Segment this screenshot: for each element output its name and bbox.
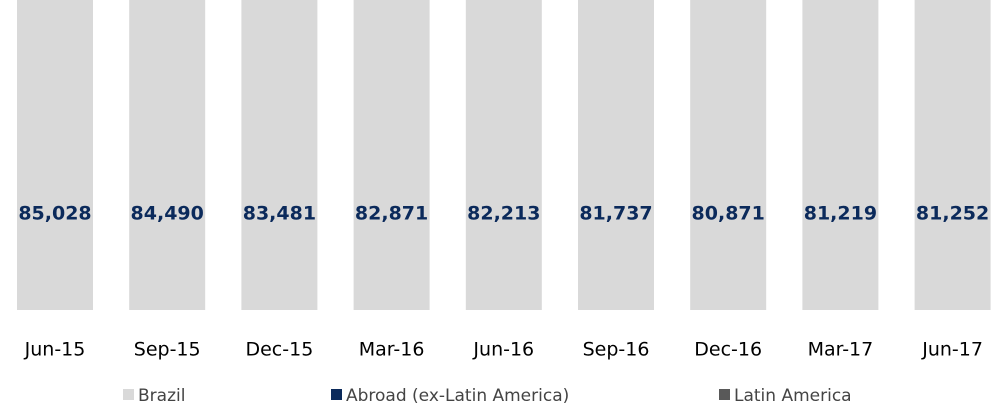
x-tick-label: Mar-17 <box>808 339 874 361</box>
bar-segment <box>465 0 542 310</box>
data-label: 85,028 <box>18 203 91 225</box>
x-tick-label: Jun-17 <box>921 339 983 361</box>
legend-swatch <box>719 389 730 400</box>
data-label: 80,871 <box>692 203 765 225</box>
data-label: 82,213 <box>467 203 540 225</box>
data-label: 83,481 <box>243 203 316 225</box>
bar-segment <box>129 0 206 310</box>
x-tick-label: Jun-16 <box>472 339 534 361</box>
data-label: 81,737 <box>579 203 652 225</box>
legend-label: Latin America <box>734 386 852 405</box>
legend-label: Abroad (ex-Latin America) <box>346 386 569 405</box>
x-tick-label: Sep-16 <box>583 339 650 361</box>
x-tick-label: Jun-15 <box>24 339 86 361</box>
x-tick-label: Dec-15 <box>245 339 313 361</box>
legend-swatch <box>123 389 134 400</box>
data-label: 82,871 <box>355 203 428 225</box>
bar-segment <box>690 0 767 310</box>
legend-label: Brazil <box>138 386 185 405</box>
data-label: 81,252 <box>916 203 989 225</box>
data-label: 84,490 <box>131 203 204 225</box>
bar-segment <box>802 0 879 311</box>
bar-segment <box>241 0 318 310</box>
bar-segment <box>578 0 654 310</box>
x-tick-label: Mar-16 <box>359 339 425 361</box>
data-label: 81,219 <box>804 203 877 225</box>
x-tick-label: Sep-15 <box>134 339 201 361</box>
bar-segment <box>914 0 991 311</box>
x-tick-label: Dec-16 <box>694 339 762 361</box>
bar-segment <box>353 0 430 310</box>
bar-segment <box>17 0 93 310</box>
legend-swatch <box>331 389 342 400</box>
